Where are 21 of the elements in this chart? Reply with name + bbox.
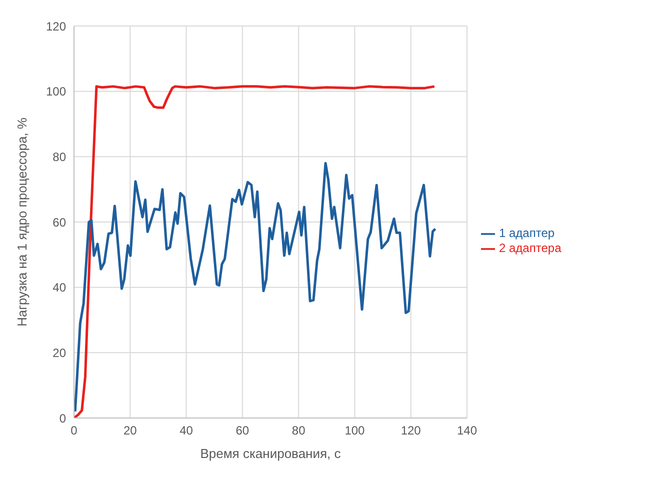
x-tick-label: 20 [123, 424, 138, 438]
legend-label: 1 адаптер [499, 226, 555, 240]
y-tick-label: 80 [52, 150, 66, 164]
y-tick-label: 120 [46, 19, 66, 34]
y-tick-label: 0 [59, 411, 66, 426]
x-tick-label: 80 [292, 424, 306, 438]
legend-label: 2 адаптера [499, 241, 562, 255]
x-tick-label: 60 [236, 424, 250, 438]
x-axis-title: Время сканирования, с [200, 446, 342, 461]
x-tick-label: 140 [456, 424, 478, 438]
x-tick-label: 40 [180, 424, 194, 438]
y-tick-label: 60 [52, 215, 66, 230]
x-tick-label: 100 [344, 424, 366, 438]
y-tick-label: 40 [52, 280, 66, 295]
y-axis-title: Нагрузка на 1 ядро процессора, % [14, 117, 30, 326]
y-tick-label: 100 [46, 84, 66, 99]
x-tick-label: 120 [400, 424, 422, 438]
x-tick-label: 0 [70, 424, 78, 438]
line-series [74, 162, 437, 413]
y-tick-label: 20 [52, 346, 66, 360]
line-series [74, 85, 436, 418]
